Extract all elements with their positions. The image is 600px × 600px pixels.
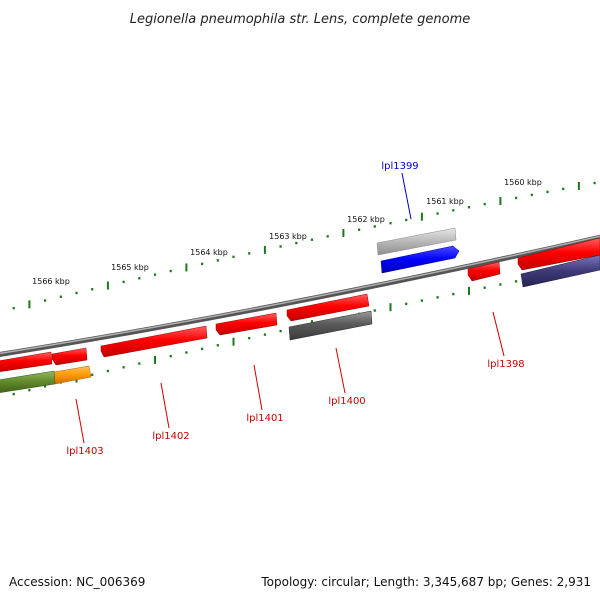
gene-label-lpl1401[interactable]: lpl1401 [246, 413, 283, 424]
genome-summary-text: Topology: circular; Length: 3,345,687 bp… [260, 575, 591, 589]
gene-lpl1400-red[interactable] [286, 293, 370, 322]
kbp-label-1564: 1564 kbp [190, 248, 228, 257]
genome-backbone [0, 234, 600, 357]
gene-red-left[interactable] [0, 351, 53, 372]
kbp-ruler [12, 181, 596, 310]
gene-lpl1402[interactable] [100, 325, 208, 358]
callout-lpl1403 [75, 398, 85, 444]
callout-lpl1402 [160, 382, 170, 429]
genome-backbone-highlight [0, 235, 600, 355]
gene-olive-left[interactable] [0, 370, 56, 393]
gene-lpl1399-blue[interactable] [380, 245, 460, 274]
kbp-label-1562: 1562 kbp [347, 215, 385, 224]
map-title: Legionella pneumophila str. Lens, comple… [130, 12, 471, 27]
kbp-labels: 1560 kbp 1561 kbp 1562 kbp 1563 kbp 1564… [32, 178, 542, 286]
callout-lpl1398 [492, 311, 505, 357]
gene-lpl1403-red[interactable] [51, 347, 88, 366]
gene-lpl1403-orange[interactable] [53, 365, 92, 385]
gene-lpl1401[interactable] [215, 312, 278, 336]
gene-label-lpl1403[interactable]: lpl1403 [66, 446, 103, 457]
kbp-label-1563: 1563 kbp [269, 232, 307, 241]
gene-lpl1399-gray[interactable] [376, 227, 457, 256]
callout-lpl1400 [335, 347, 346, 394]
gene-lpl1398[interactable] [467, 261, 501, 282]
gene-label-lpl1400[interactable]: lpl1400 [328, 396, 365, 407]
gene-red-right[interactable] [517, 237, 600, 271]
gene-callouts [75, 172, 505, 444]
kbp-label-1565: 1565 kbp [111, 263, 149, 272]
kbp-label-1560: 1560 kbp [504, 178, 542, 187]
gene-label-group: lpl1399 lpl1398 lpl1400 lpl1401 lpl1402 … [66, 161, 524, 457]
kbp-label-1561: 1561 kbp [426, 197, 464, 206]
gene-features [0, 227, 600, 393]
gene-label-lpl1399[interactable]: lpl1399 [381, 161, 418, 172]
gene-label-lpl1398[interactable]: lpl1398 [487, 359, 524, 370]
gene-lpl1400-gray[interactable] [288, 310, 373, 341]
callout-lpl1399 [401, 172, 412, 220]
kbp-label-1566: 1566 kbp [32, 277, 70, 286]
accession-text: Accession: NC_006369 [9, 575, 145, 589]
gene-label-lpl1402[interactable]: lpl1402 [152, 431, 189, 442]
gene-purple-right[interactable] [520, 254, 600, 288]
callout-lpl1401 [253, 364, 263, 411]
